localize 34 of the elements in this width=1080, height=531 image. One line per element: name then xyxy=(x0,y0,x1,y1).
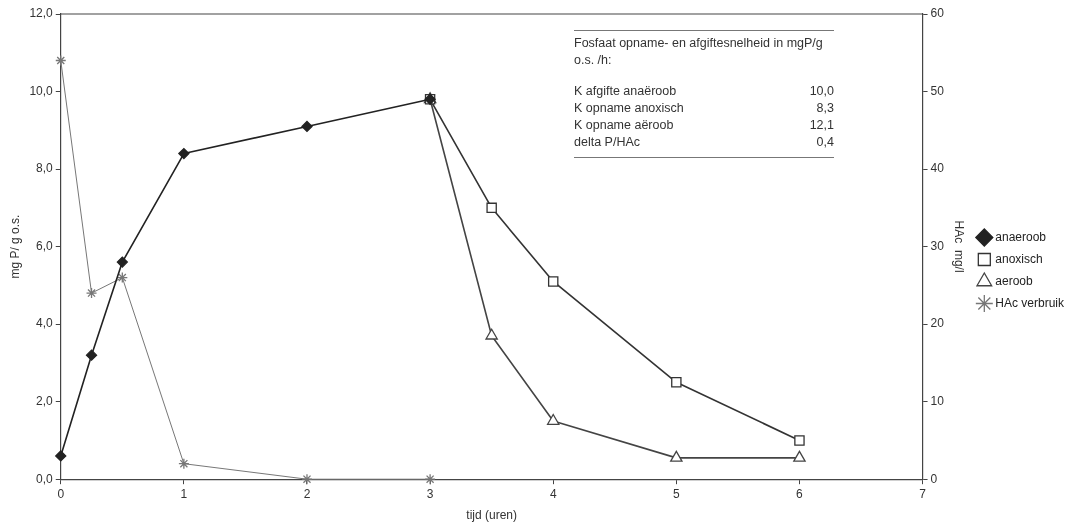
x-tick-label: 7 xyxy=(919,486,927,501)
y2-tick-label: 60 xyxy=(930,6,945,21)
x-tick-label: 5 xyxy=(672,486,680,501)
y2-tick-label: 20 xyxy=(930,316,945,331)
y-tick-label: 4,0 xyxy=(36,316,54,331)
x-tick-label: 4 xyxy=(549,486,557,501)
x-tick-label: 3 xyxy=(426,486,434,501)
legend-label: anaeroob xyxy=(995,229,1047,244)
legend-label: HAc verbruik xyxy=(995,295,1065,310)
y2-tick-label: 40 xyxy=(930,161,945,176)
annotation: Fosfaat opname- en afgiftesnelheid in mgP/g o.s. /h: xyxy=(574,35,824,69)
y2-tick-label: 10 xyxy=(930,393,945,408)
y-axis-title: mg P/ g o.s. xyxy=(7,214,22,279)
y-tick-label: 8,0 xyxy=(36,161,54,176)
y-tick-label: 12,0 xyxy=(29,6,54,21)
y2-tick-label: 0 xyxy=(930,471,938,486)
text: K opname anoxisch 8,3 xyxy=(574,101,834,115)
text: K opname aëroob 12,1 xyxy=(574,118,834,132)
y2-axis-title: HAc mg/l xyxy=(951,220,966,273)
y-tick-label: 10,0 xyxy=(29,83,54,98)
y-tick-label: 0,0 xyxy=(36,471,54,486)
y-tick-label: 6,0 xyxy=(36,238,54,253)
y2-tick-label: 50 xyxy=(930,83,945,98)
text: K afgifte anaëroob 10,0 xyxy=(574,84,834,98)
x-tick-label: 2 xyxy=(303,486,311,501)
x-axis-title: tijd (uren) xyxy=(466,508,518,523)
x-tick-label: 1 xyxy=(180,486,188,501)
legend-label: aeroob xyxy=(995,273,1034,288)
text: delta P/HAc 0,4 xyxy=(574,135,834,149)
x-tick-label: 6 xyxy=(796,486,804,501)
y2-tick-label: 30 xyxy=(930,238,945,253)
y-tick-label: 2,0 xyxy=(36,393,54,408)
x-tick-label: 0 xyxy=(57,486,65,501)
legend-label: anoxisch xyxy=(995,251,1043,266)
